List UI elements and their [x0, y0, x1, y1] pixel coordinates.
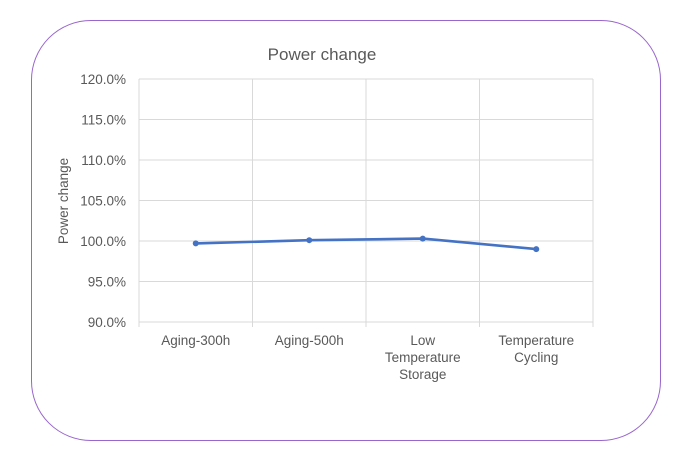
- y-tick-label: 115.0%: [81, 113, 126, 128]
- y-axis-title: Power change: [56, 158, 71, 244]
- x-tick-label: Aging-500h: [275, 333, 344, 348]
- y-tick-label: 95.0%: [88, 275, 126, 290]
- data-point: [306, 237, 313, 244]
- y-axis-ticks: 90.0% 95.0% 100.0% 105.0% 110.0% 115.0% 120.0%: [80, 72, 126, 330]
- grid-layer: [138, 78, 594, 327]
- series-line: [194, 237, 538, 251]
- x-tick-label: Aging-300h: [161, 333, 230, 348]
- series-layer: [192, 235, 540, 253]
- y-tick-label: 110.0%: [81, 153, 126, 168]
- y-tick-label: 120.0%: [80, 72, 126, 87]
- data-point: [419, 235, 426, 242]
- x-axis-ticks: Aging-300h Aging-500h Low Temperature Storag…: [161, 333, 574, 382]
- chart-title: Power change: [268, 45, 377, 64]
- y-tick-label: 90.0%: [88, 315, 126, 330]
- y-tick-label: 105.0%: [80, 194, 126, 209]
- chart-frame: [31, 20, 661, 441]
- x-tick-label: Low Temperature Storage: [385, 333, 461, 382]
- y-tick-label: 100.0%: [80, 234, 126, 249]
- x-tick-label: Temperature Cycling: [498, 333, 574, 365]
- data-point: [192, 240, 199, 247]
- data-point: [533, 246, 540, 253]
